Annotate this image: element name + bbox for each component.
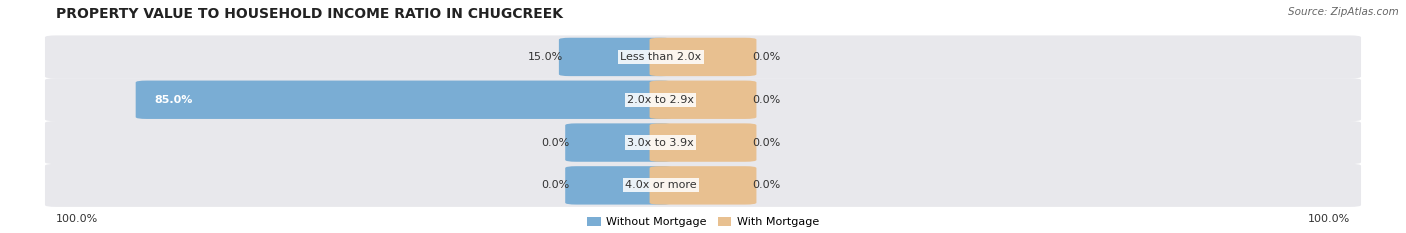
Text: 3.0x to 3.9x: 3.0x to 3.9x: [627, 137, 695, 147]
Text: 85.0%: 85.0%: [155, 95, 193, 105]
FancyBboxPatch shape: [135, 81, 672, 119]
Text: 4.0x or more: 4.0x or more: [626, 180, 696, 190]
Text: Source: ZipAtlas.com: Source: ZipAtlas.com: [1288, 7, 1399, 17]
Text: 15.0%: 15.0%: [527, 52, 562, 62]
Text: 100.0%: 100.0%: [56, 214, 98, 224]
FancyBboxPatch shape: [565, 123, 672, 162]
FancyBboxPatch shape: [650, 166, 756, 205]
FancyBboxPatch shape: [650, 81, 756, 119]
Text: 0.0%: 0.0%: [752, 180, 780, 190]
Text: 0.0%: 0.0%: [752, 95, 780, 105]
Text: 2.0x to 2.9x: 2.0x to 2.9x: [627, 95, 695, 105]
FancyBboxPatch shape: [650, 123, 756, 162]
FancyBboxPatch shape: [560, 38, 672, 76]
Text: 0.0%: 0.0%: [752, 137, 780, 147]
Text: Less than 2.0x: Less than 2.0x: [620, 52, 702, 62]
Text: 0.0%: 0.0%: [541, 137, 569, 147]
Text: 100.0%: 100.0%: [1308, 214, 1350, 224]
FancyBboxPatch shape: [45, 35, 1361, 79]
FancyBboxPatch shape: [650, 38, 756, 76]
Text: 0.0%: 0.0%: [541, 180, 569, 190]
FancyBboxPatch shape: [565, 166, 672, 205]
FancyBboxPatch shape: [45, 164, 1361, 207]
Text: 0.0%: 0.0%: [752, 52, 780, 62]
Text: PROPERTY VALUE TO HOUSEHOLD INCOME RATIO IN CHUGCREEK: PROPERTY VALUE TO HOUSEHOLD INCOME RATIO…: [56, 7, 564, 21]
FancyBboxPatch shape: [45, 121, 1361, 164]
FancyBboxPatch shape: [45, 78, 1361, 121]
Legend: Without Mortgage, With Mortgage: Without Mortgage, With Mortgage: [588, 217, 818, 227]
